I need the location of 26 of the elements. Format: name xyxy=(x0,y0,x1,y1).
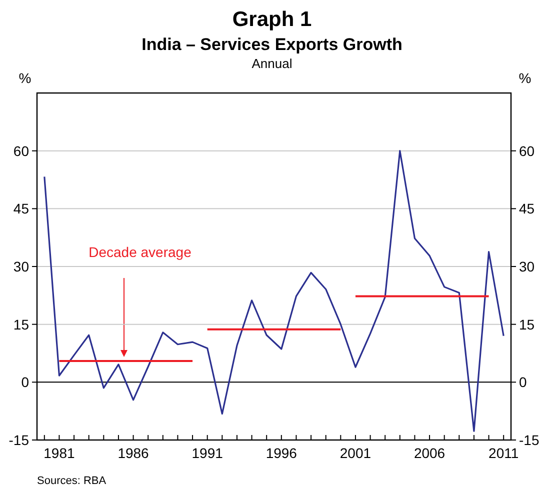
chart-subtitle: India – Services Exports Growth xyxy=(142,35,402,54)
y-tick-label: -15 xyxy=(8,432,30,448)
y-tick-label: 60 xyxy=(13,142,30,159)
y-axis-title: % xyxy=(18,70,32,86)
y2-axis-title: % xyxy=(518,70,532,86)
text: Annual xyxy=(252,56,292,71)
x-tick-label: 1996 xyxy=(266,445,298,461)
x-tick-label: 2006 xyxy=(414,445,446,461)
y2-tick-label: -15 xyxy=(519,432,540,448)
y2-tick-label: 60 xyxy=(519,142,535,159)
chart-title: Graph 1 xyxy=(232,8,312,31)
y-tick-label: 30 xyxy=(13,258,30,274)
y-tick-label: 45 xyxy=(13,200,30,217)
annotation: Decade average xyxy=(88,244,192,260)
y-tick-label: 0 xyxy=(21,374,30,390)
x-tick-label: 2011 xyxy=(488,445,519,461)
x-tick-label: 1981 xyxy=(44,445,75,461)
y2-tick-label: 30 xyxy=(519,258,535,274)
x-tick-label: 1991 xyxy=(192,445,224,461)
source-note: Sources: RBA xyxy=(37,475,107,487)
y2-tick-label: 45 xyxy=(519,200,535,217)
x-tick-label: 1986 xyxy=(118,445,150,461)
x-tick-label: 2001 xyxy=(340,445,372,461)
y2-tick-label: 15 xyxy=(519,316,535,332)
y-tick-label: 15 xyxy=(13,316,30,332)
y2-tick-label: 0 xyxy=(519,374,527,390)
